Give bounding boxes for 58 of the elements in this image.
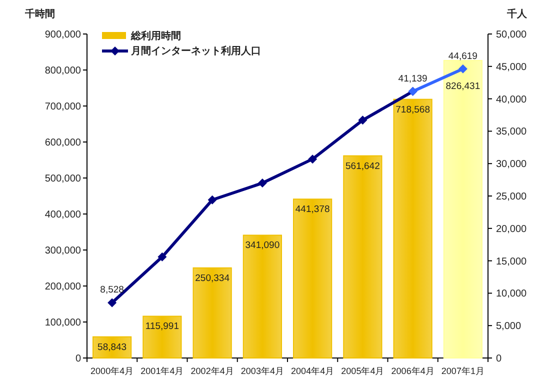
y-axis-title: 千時間: [24, 8, 55, 20]
bar: [192, 267, 232, 358]
y2-tick-label: 35,000: [496, 126, 528, 138]
point: [108, 298, 117, 308]
y-tick-label: 300,000: [44, 246, 82, 256]
point: [358, 116, 368, 125]
x-tick-label: 2007年1月: [441, 366, 484, 376]
data-label: 115,991: [145, 321, 180, 332]
y-tick-label: 200,000: [44, 282, 82, 292]
data-label: 44,619: [448, 50, 478, 62]
data-label: 58,843: [98, 342, 127, 353]
data-label: 441,378: [295, 204, 330, 216]
point: [258, 178, 267, 188]
point: [158, 252, 167, 262]
x-tick-label: 2005年4月: [341, 366, 384, 376]
y-tick-label: 700,000: [44, 102, 82, 112]
y2-tick-label: 40,000: [496, 94, 528, 106]
data-label: 561,642: [346, 160, 380, 172]
data-label: 41,139: [398, 73, 428, 84]
bar: [142, 316, 182, 358]
data-label: 8,528: [100, 284, 124, 296]
x-tick-label: 2006年4月: [391, 366, 434, 376]
data-label: 826,431: [446, 80, 480, 92]
legend-label: 月間インターネット利用人口: [130, 45, 261, 57]
y-tick-label: 400,000: [44, 210, 82, 220]
y2-tick-label: 0: [496, 354, 502, 364]
bar: [242, 234, 282, 358]
data-label: 718,568: [396, 104, 430, 116]
legend-label: 総利用時間: [130, 30, 181, 42]
point: [458, 64, 468, 74]
y2-tick-label: 5,000: [496, 321, 522, 332]
x-tick-label: 2000年4月: [90, 366, 134, 376]
y2-tick-label: 20,000: [496, 224, 528, 235]
data-label: 341,090: [245, 240, 280, 252]
y2-tick-label: 45,000: [496, 62, 528, 73]
y2-tick-label: 30,000: [496, 159, 528, 170]
x-tick-label: 2002年4月: [190, 366, 234, 376]
point: [208, 195, 217, 204]
bar: [443, 60, 482, 358]
bar: [343, 155, 382, 358]
data-label: 250,334: [195, 272, 230, 284]
y2-tick-label: 25,000: [496, 192, 528, 202]
y-tick-label: 0: [75, 354, 82, 364]
bar: [293, 198, 332, 358]
y2-tick-label: 10,000: [496, 288, 528, 300]
y-tick-label: 100,000: [44, 318, 82, 328]
x-tick-label: 2001年4月: [140, 366, 184, 376]
point: [308, 154, 318, 164]
y2-axis-title: 千人: [506, 8, 528, 20]
bar: [393, 98, 432, 358]
y-tick-label: 500,000: [44, 174, 82, 184]
y-tick-label: 600,000: [44, 138, 82, 148]
y2-tick-label: 50,000: [496, 30, 528, 40]
x-tick-label: 2003年4月: [240, 366, 284, 376]
y-tick-label: 800,000: [44, 66, 82, 76]
y2-tick-label: 15,000: [496, 256, 528, 268]
y-tick-label: 900,000: [44, 30, 82, 40]
x-tick-label: 2004年4月: [291, 366, 334, 376]
